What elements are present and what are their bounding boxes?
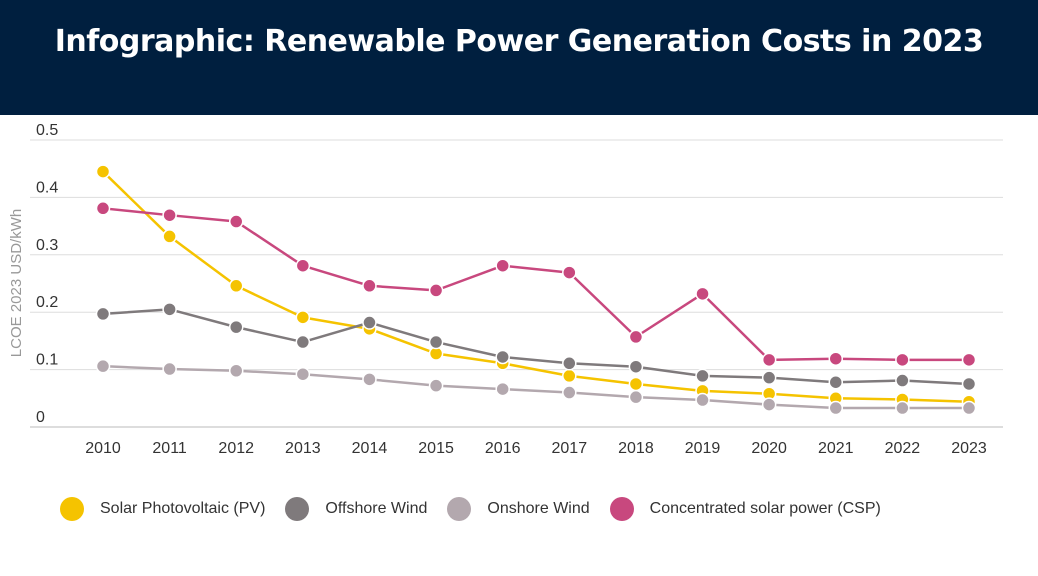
x-tick-label: 2015: [418, 440, 454, 457]
data-point: [162, 229, 177, 244]
data-point: [695, 286, 710, 302]
legend-item: Concentrated solar power (CSP): [609, 497, 881, 521]
x-tick-label: 2020: [751, 440, 787, 457]
data-point: [628, 329, 644, 345]
data-point: [295, 310, 311, 325]
x-tick-label: 2013: [285, 440, 321, 457]
data-point: [95, 358, 111, 374]
data-point: [562, 356, 577, 371]
y-tick-label: 0.5: [36, 122, 58, 139]
data-point: [895, 373, 910, 388]
page-title: Infographic: Renewable Power Generation …: [54, 24, 984, 59]
legend-label: Onshore Wind: [487, 500, 590, 517]
data-point: [628, 376, 644, 392]
data-point: [695, 368, 710, 384]
data-point: [162, 361, 177, 377]
data-point: [495, 258, 510, 273]
legend-swatch: [447, 497, 472, 521]
legend-label: Concentrated solar power (CSP): [649, 500, 881, 517]
header-banner: Infographic: Renewable Power Generation …: [0, 0, 1038, 115]
data-point: [495, 349, 510, 365]
series-line: [102, 170, 970, 403]
y-tick-label: 0.3: [36, 237, 58, 254]
x-tick-label: 2010: [85, 440, 121, 457]
data-point: [761, 370, 777, 385]
data-point: [428, 378, 444, 393]
x-tick-label: 2022: [885, 440, 921, 457]
data-point: [428, 334, 444, 350]
data-point: [162, 207, 177, 223]
data-point: [295, 366, 311, 382]
y-tick-label: 0: [36, 409, 45, 426]
data-point: [228, 278, 244, 294]
data-point: [362, 278, 377, 294]
data-point: [895, 400, 910, 416]
data-point: [228, 319, 244, 335]
x-tick-label: 2016: [485, 440, 521, 457]
data-point: [428, 283, 444, 298]
y-tick-label: 0.1: [36, 352, 58, 369]
x-tick-label: 2019: [685, 440, 721, 457]
y-tick-label: 0.4: [36, 179, 58, 196]
data-point: [562, 368, 577, 384]
data-point: [562, 385, 577, 400]
data-point: [628, 389, 644, 405]
data-point: [961, 376, 977, 392]
legend-label: Solar Photovoltaic (PV): [100, 500, 266, 517]
data-point: [95, 201, 111, 216]
data-point: [362, 372, 377, 387]
chart-legend: Solar Photovoltaic (PV) Offshore Wind Onsh…: [60, 494, 901, 524]
x-tick-label: 2011: [152, 440, 187, 457]
data-point: [828, 400, 844, 416]
legend-swatch: [60, 497, 84, 521]
x-tick-label: 2017: [552, 440, 588, 457]
data-point: [761, 352, 777, 368]
legend-label: Offshore Wind: [325, 500, 428, 517]
data-point: [828, 374, 844, 390]
data-point: [562, 265, 577, 280]
x-tick-label: 2023: [951, 440, 987, 457]
series-line: [102, 364, 969, 410]
x-tick-label: 2018: [618, 440, 654, 457]
data-point: [495, 381, 510, 397]
y-axis-label: LCOE 2023 USD/kWh: [8, 209, 25, 357]
legend-item: Onshore Wind: [447, 497, 590, 521]
data-point: [228, 214, 244, 229]
legend-swatch: [609, 497, 634, 521]
data-point: [295, 258, 311, 273]
data-point: [95, 164, 111, 179]
data-point: [961, 400, 977, 416]
legend-swatch: [285, 497, 310, 521]
legend-item: Solar Photovoltaic (PV): [60, 497, 265, 521]
data-point: [95, 306, 111, 322]
x-tick-label: 2014: [352, 440, 388, 457]
x-tick-label: 2012: [218, 440, 254, 457]
data-point: [895, 352, 910, 368]
legend-item: Offshore Wind: [285, 497, 427, 521]
y-tick-label: 0.2: [36, 294, 58, 311]
data-point: [362, 315, 377, 330]
series-line: [102, 207, 969, 362]
series-line: [102, 308, 970, 386]
data-point: [162, 302, 177, 317]
data-point: [295, 334, 311, 350]
data-point: [228, 363, 244, 378]
data-point: [961, 352, 977, 368]
data-point: [695, 392, 710, 408]
data-point: [828, 351, 844, 366]
data-point: [628, 359, 644, 374]
x-tick-label: 2021: [818, 440, 854, 457]
data-point: [761, 397, 777, 412]
